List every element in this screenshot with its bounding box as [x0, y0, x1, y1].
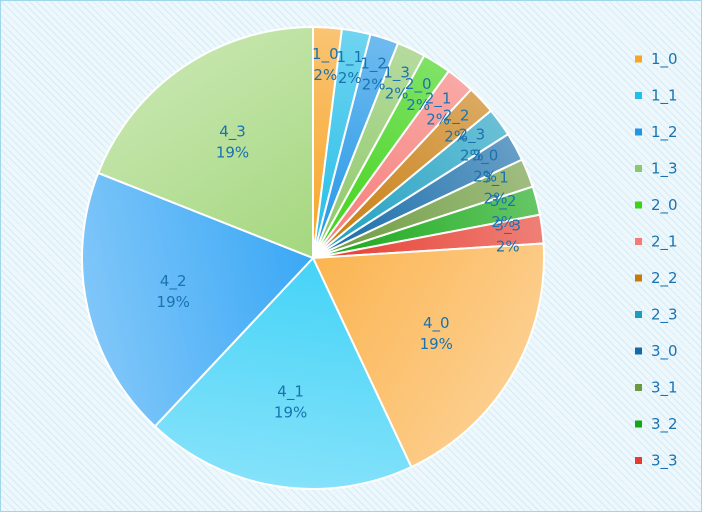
- legend-swatch-2_1: [635, 238, 642, 245]
- slice-label-1_3: 1_3: [383, 63, 410, 82]
- legend-label-1_2: 1_2: [651, 123, 678, 142]
- legend-label-2_3: 2_3: [651, 306, 678, 325]
- slice-label-1_2: 1_2: [360, 54, 387, 73]
- slice-label-3_0: 3_0: [472, 146, 499, 165]
- legend-item-1_0: 1_0: [635, 50, 678, 69]
- legend-label-1_3: 1_3: [651, 160, 678, 179]
- legend-swatch-3_2: [635, 420, 642, 428]
- legend-label-3_1: 3_1: [651, 379, 678, 398]
- pie-slice-4_1: [153, 256, 413, 490]
- legend-item-2_3: 2_3: [635, 306, 678, 325]
- slice-label-4_2: 4_2: [160, 272, 187, 291]
- slice-label-2_1: 2_1: [425, 90, 452, 109]
- legend-label-2_2: 2_2: [651, 269, 678, 288]
- slice-label-4_3: 4_3: [219, 123, 246, 142]
- slice-percent-3_0: 2%: [473, 167, 497, 185]
- legend-swatch-2_2: [635, 274, 642, 282]
- legend-label-2_1: 2_1: [651, 233, 678, 252]
- slice-label-1_1: 1_1: [336, 48, 363, 67]
- slice-percent-2_0: 2%: [406, 96, 430, 114]
- slice-percent-4_1: 19%: [274, 403, 307, 421]
- legend: 1_0 1_1 1_2 1_3 2_0 2_1 2_2 2_3 3_0 3_1 3_2 3_3: [635, 50, 678, 471]
- legend-swatch-1_3: [635, 165, 642, 172]
- slice-percent-2_3: 2%: [460, 147, 484, 165]
- legend-swatch-3_3: [635, 457, 642, 464]
- slice-percent-2_2: 2%: [444, 128, 468, 146]
- legend-swatch-1_0: [635, 55, 642, 63]
- legend-item-3_2: 3_2: [635, 415, 678, 434]
- slice-percent-3_3: 2%: [496, 237, 520, 255]
- pie-slice-4_0: [311, 242, 545, 469]
- legend-item-2_0: 2_0: [635, 196, 678, 215]
- slice-percent-4_0: 19%: [420, 335, 453, 353]
- legend-swatch-3_0: [635, 347, 642, 355]
- legend-item-1_2: 1_2: [635, 123, 678, 142]
- legend-label-1_0: 1_0: [651, 50, 678, 69]
- legend-item-1_3: 1_3: [635, 160, 678, 179]
- legend-item-1_1: 1_1: [635, 87, 678, 106]
- slice-labels: 1_02%1_12%1_22%1_32%2_02%2_12%2_22%2_32%…: [157, 45, 522, 421]
- slice-percent-3_1: 2%: [484, 190, 508, 208]
- pie-slice-4_3: [96, 25, 314, 260]
- slice-label-1_0: 1_0: [312, 45, 339, 64]
- slice-label-2_3: 2_3: [459, 126, 486, 145]
- legend-item-2_1: 2_1: [635, 233, 678, 252]
- legend-label-1_1: 1_1: [651, 87, 678, 106]
- pie-slices: [81, 25, 545, 490]
- slice-label-3_2: 3_2: [490, 192, 517, 211]
- slice-percent-1_1: 2%: [338, 69, 362, 87]
- slice-percent-2_1: 2%: [426, 111, 450, 129]
- legend-swatch-1_1: [635, 92, 642, 99]
- legend-swatch-3_1: [635, 384, 642, 391]
- legend-swatch-2_3: [635, 311, 642, 318]
- slice-label-3_3: 3_3: [495, 216, 522, 235]
- pie-slice-4_2: [81, 171, 315, 428]
- slice-percent-3_2: 2%: [491, 213, 515, 231]
- slice-label-3_1: 3_1: [482, 169, 509, 188]
- legend-swatch-1_2: [635, 128, 642, 136]
- legend-label-3_3: 3_3: [651, 452, 678, 471]
- legend-swatch-2_0: [635, 201, 642, 209]
- slice-label-2_2: 2_2: [443, 107, 470, 126]
- legend-item-3_3: 3_3: [635, 452, 678, 471]
- legend-label-3_0: 3_0: [651, 342, 678, 361]
- legend-label-3_2: 3_2: [651, 415, 678, 434]
- legend-label-2_0: 2_0: [651, 196, 678, 215]
- slice-percent-4_3: 19%: [216, 144, 249, 162]
- slice-label-4_1: 4_1: [277, 382, 304, 401]
- slice-percent-1_3: 2%: [385, 84, 409, 102]
- slice-percent-1_0: 2%: [313, 66, 337, 84]
- slice-label-4_0: 4_0: [423, 314, 450, 333]
- legend-item-3_1: 3_1: [635, 379, 678, 398]
- slice-percent-1_2: 2%: [362, 75, 386, 93]
- legend-item-2_2: 2_2: [635, 269, 678, 288]
- slice-label-2_0: 2_0: [405, 75, 432, 94]
- slice-percent-4_2: 19%: [157, 293, 190, 311]
- legend-item-3_0: 3_0: [635, 342, 678, 361]
